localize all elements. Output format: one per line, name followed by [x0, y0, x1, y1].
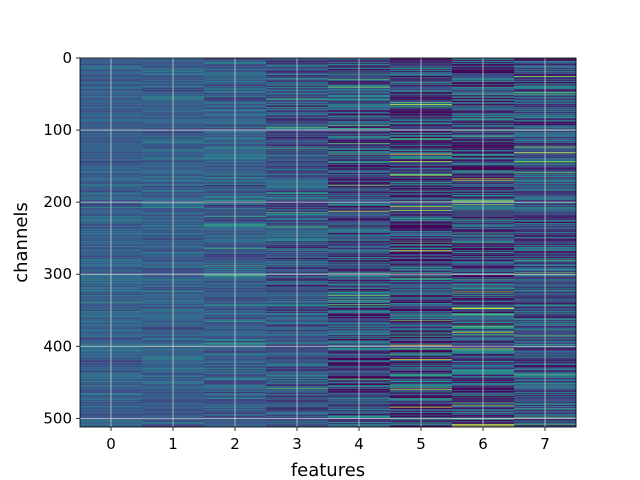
x-tick-label: 0: [106, 435, 116, 453]
y-tick-label: 400: [43, 337, 72, 355]
x-axis-label: features: [291, 460, 365, 480]
x-tick-label: 7: [540, 435, 550, 453]
x-tick-label: 5: [416, 435, 426, 453]
x-tick-label: 1: [168, 435, 178, 453]
y-tick-label: 0: [62, 49, 72, 67]
y-tick-label: 500: [43, 409, 72, 427]
x-axis-ticks: 0 1 2 3 4 5 6 7: [106, 427, 550, 453]
y-tick-label: 300: [43, 265, 72, 283]
y-tick-label: 100: [43, 121, 72, 139]
y-axis-label: channels: [11, 202, 32, 283]
y-tick-label: 200: [43, 193, 72, 211]
x-tick-label: 2: [230, 435, 240, 453]
x-tick-label: 6: [478, 435, 488, 453]
heatmap-cells: [80, 58, 577, 428]
grid-lines: [80, 57, 576, 427]
plot-frame: [79, 57, 577, 428]
y-axis-ticks: 0 100 200 300 400 500: [43, 49, 80, 427]
x-tick-label: 4: [354, 435, 364, 453]
x-tick-label: 3: [292, 435, 302, 453]
